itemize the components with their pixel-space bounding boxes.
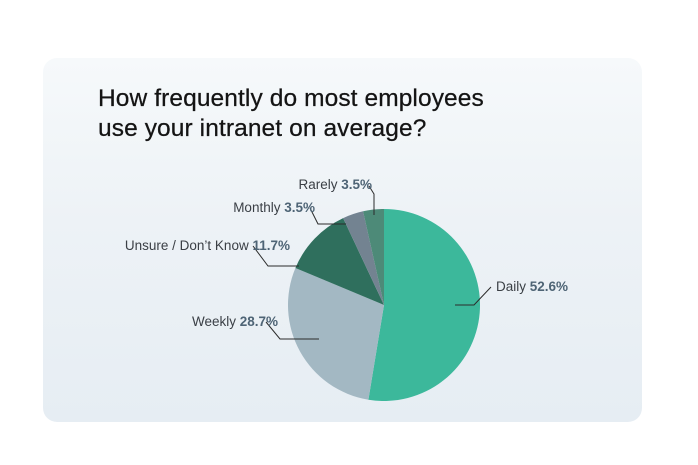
leader-line-monthly xyxy=(309,207,346,225)
chart-title-line-2: use your intranet on average? xyxy=(98,115,427,142)
slice-label-text: Unsure / Don’t Know xyxy=(125,238,253,253)
slice-label-monthly: Monthly 3.5% xyxy=(233,200,315,215)
slice-label-text: Daily xyxy=(496,279,530,294)
slice-label-percent: 3.5% xyxy=(284,200,315,215)
slice-label-percent: 52.6% xyxy=(530,279,568,294)
slice-label-rarely: Rarely 3.5% xyxy=(298,177,372,192)
slice-label-text: Monthly xyxy=(233,200,284,215)
slice-label-text: Weekly xyxy=(192,314,240,329)
pie-slice-monthly xyxy=(343,211,384,305)
slice-label-daily: Daily 52.6% xyxy=(496,279,568,294)
pie-slice-weekly xyxy=(287,267,384,400)
slice-label-text: Rarely xyxy=(298,177,341,192)
leader-line-unsure-don-t-know xyxy=(252,245,299,267)
slice-label-percent: 11.7% xyxy=(252,238,290,253)
pie-slice-rarely xyxy=(363,209,384,305)
slice-label-unsure-don-t-know: Unsure / Don’t Know 11.7% xyxy=(125,238,290,253)
leader-line-rarely xyxy=(368,185,375,215)
leader-line-weekly xyxy=(265,321,319,340)
chart-title: How frequently do most employees use you… xyxy=(98,84,558,144)
chart-title-line-1: How frequently do most employees xyxy=(98,85,484,112)
leader-line-daily xyxy=(455,286,492,306)
pie-slices xyxy=(287,209,481,401)
slice-label-percent: 3.5% xyxy=(341,177,372,192)
pie-slice-unsure-don-t-know xyxy=(295,218,384,305)
slice-label-weekly: Weekly 28.7% xyxy=(192,314,278,329)
slice-label-percent: 28.7% xyxy=(240,314,278,329)
pie-labels: Daily 52.6% Weekly 28.7% Unsure / Don’t Kn… xyxy=(125,177,568,340)
pie-slice-daily xyxy=(368,209,481,401)
